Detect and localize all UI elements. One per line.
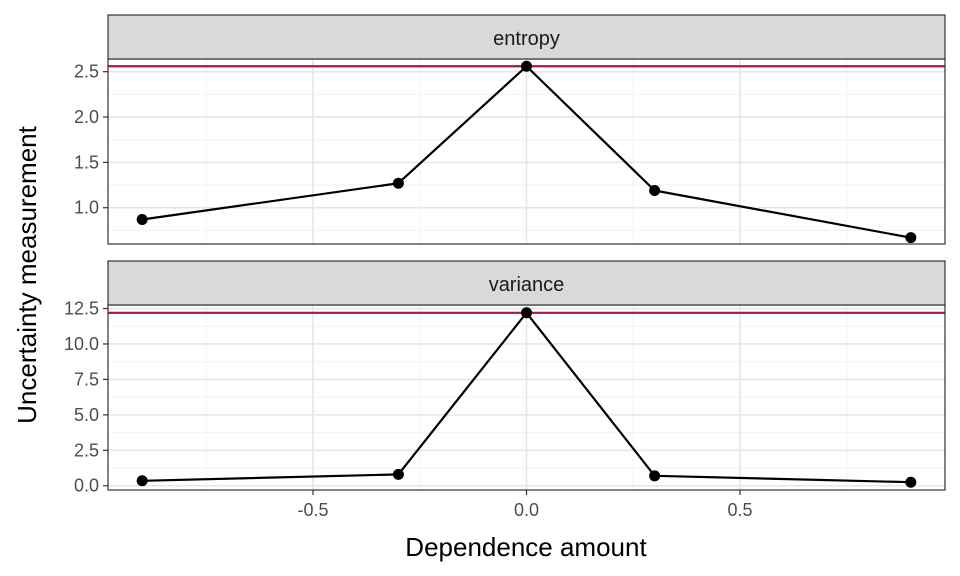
y-tick-label: 10.0	[64, 334, 99, 354]
y-tick-label: 0.0	[74, 476, 99, 496]
panel-entropy: entropy 1.0 1.5 2.0 2.5	[74, 14, 946, 245]
x-tick-label: 0.0	[514, 500, 539, 520]
y-tick-label: 12.5	[64, 299, 99, 319]
x-axis-title: Dependence amount	[405, 532, 647, 562]
data-point	[521, 60, 532, 72]
panel-variance: variance 0.0 2.5 5.0 7.5 10.0 12.5	[64, 260, 946, 496]
facet-strip	[107, 14, 946, 60]
data-point	[136, 475, 148, 487]
y-tick-label: 2.5	[74, 440, 99, 460]
data-point	[649, 184, 661, 196]
y-tick-label: 5.0	[74, 405, 99, 425]
data-point	[649, 470, 661, 482]
data-point	[392, 177, 404, 189]
x-tick-label: 0.5	[728, 500, 753, 520]
x-tick-label: -0.5	[297, 500, 328, 520]
panels: entropy 1.0 1.5 2.0 2.5 variance 0.0 2.5 5.0 7.5 1…	[64, 14, 946, 496]
y-tick-label: 2.0	[74, 107, 99, 127]
data-point	[905, 232, 917, 244]
data-point	[905, 476, 917, 488]
y-tick-label: 1.0	[74, 198, 99, 218]
y-tick-label: 7.5	[74, 369, 99, 389]
y-axis-title: Uncertainty measurement	[12, 125, 42, 423]
facet-strip-label: variance	[489, 274, 565, 296]
x-axis: -0.5 0.0 0.5	[297, 490, 753, 520]
data-point	[521, 307, 532, 319]
data-point	[392, 468, 404, 480]
y-tick-label: 2.5	[74, 62, 99, 82]
facet-strip-label: entropy	[493, 28, 560, 50]
data-point	[136, 214, 148, 226]
facet-strip	[107, 260, 946, 306]
y-tick-label: 1.5	[74, 152, 99, 172]
